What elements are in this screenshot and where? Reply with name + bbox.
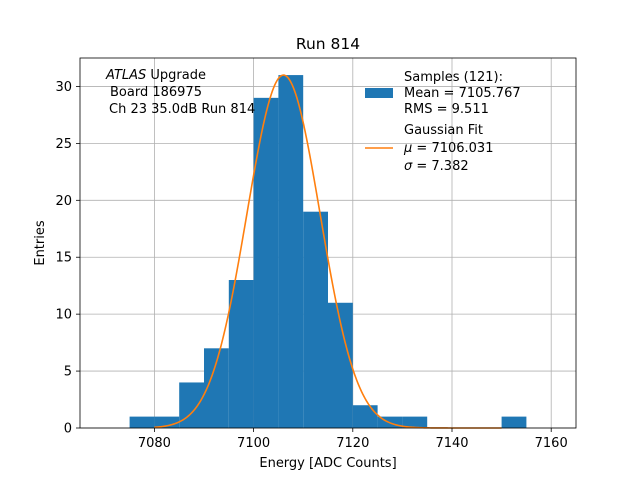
legend-sigma-symbol: σ (404, 159, 413, 174)
legend-fit-mu: μ = 7106.031 (403, 141, 493, 156)
histogram-bar (303, 211, 328, 428)
histogram-bar (253, 97, 279, 428)
y-tick-label: 5 (64, 365, 72, 380)
y-tick-label: 20 (55, 194, 72, 209)
histogram-bar (129, 416, 155, 428)
legend: Samples (121): Mean = 7105.767 RMS = 9.5… (365, 70, 521, 174)
legend-samples-title: Samples (121): (404, 70, 503, 85)
chart-title: Run 814 (296, 35, 360, 53)
legend-samples-swatch (365, 88, 393, 98)
x-axis-label: Energy [ADC Counts] (259, 456, 396, 471)
histogram-bar (402, 416, 428, 428)
x-tick-label: 7080 (138, 436, 171, 451)
x-tick-label: 7100 (237, 436, 270, 451)
histogram-bars (129, 75, 527, 429)
y-tick-label: 30 (55, 80, 72, 95)
x-tick-label: 7140 (435, 436, 468, 451)
legend-mu-symbol: μ (403, 141, 412, 156)
legend-mu-value: = 7106.031 (412, 141, 493, 156)
legend-sigma-value: = 7.382 (412, 159, 468, 174)
y-axis-label: Entries (33, 220, 48, 266)
legend-samples-mean: Mean = 7105.767 (404, 86, 521, 101)
y-axis-ticks: 0 5 10 15 20 25 30 (55, 80, 80, 437)
histogram-bar (154, 416, 180, 428)
y-tick-label: 15 (55, 251, 72, 266)
x-tick-label: 7160 (535, 436, 568, 451)
histogram-bar (352, 405, 378, 428)
y-tick-label: 10 (55, 308, 72, 323)
x-tick-label: 7120 (336, 436, 369, 451)
legend-samples-rms: RMS = 9.511 (404, 102, 489, 117)
legend-fit-title: Gaussian Fit (404, 123, 483, 138)
atlas-annotation: ATLAS Upgrade Board 186975 Ch 23 35.0dB … (105, 68, 255, 117)
legend-fit-sigma: σ = 7.382 (404, 159, 469, 174)
annotation-upgrade: Upgrade (146, 68, 206, 83)
annotation-line-1: ATLAS Upgrade (105, 68, 206, 83)
histogram-bar (501, 416, 527, 428)
annotation-atlas: ATLAS (105, 68, 146, 83)
annotation-board: Board 186975 (110, 85, 202, 100)
histogram-bar (179, 382, 204, 428)
histogram-bar (228, 280, 254, 428)
y-tick-label: 0 (64, 422, 72, 437)
histogram-bar (278, 75, 304, 429)
x-axis-ticks: 7080 7100 7120 7140 7160 (138, 428, 568, 451)
y-tick-label: 25 (55, 137, 72, 152)
plot-frame (79, 57, 577, 429)
annotation-channel-run: Ch 23 35.0dB Run 814 (109, 102, 255, 117)
